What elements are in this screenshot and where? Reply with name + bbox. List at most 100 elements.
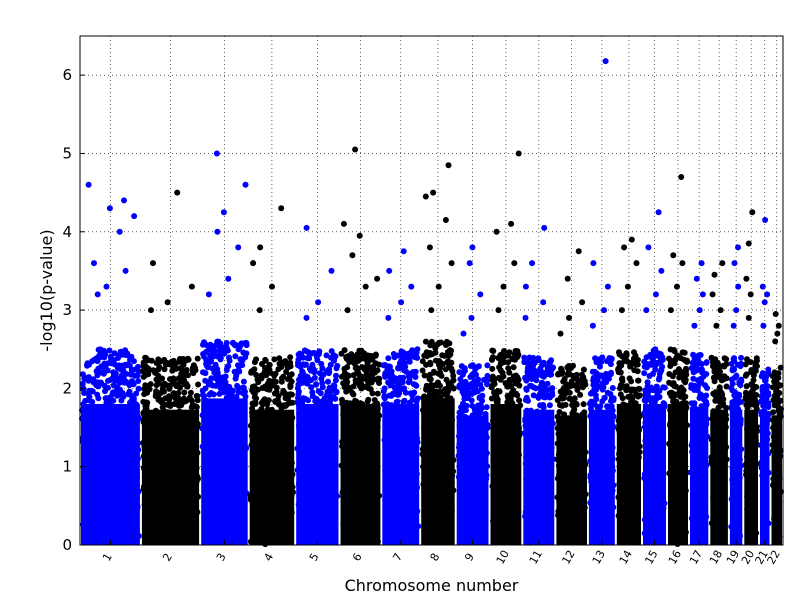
snp-point (564, 384, 571, 391)
snp-point (696, 481, 702, 488)
snp-point (630, 435, 637, 442)
snp-point (200, 353, 207, 360)
top-hit-point (541, 224, 548, 231)
snp-point (429, 442, 436, 449)
snp-point (301, 432, 308, 439)
top-hit-point (713, 322, 720, 329)
snp-point (759, 412, 766, 419)
snp-point (396, 442, 402, 449)
snp-point (666, 470, 673, 477)
snp-point (459, 464, 466, 471)
snp-point (696, 439, 703, 446)
snp-point (104, 360, 111, 367)
snp-point (636, 386, 643, 392)
snp-point (171, 455, 178, 462)
top-hit-point (340, 220, 347, 227)
snp-point (108, 440, 115, 447)
snp-point (708, 520, 715, 527)
top-hit-point (604, 283, 611, 290)
snp-point (747, 491, 754, 498)
snp-point (252, 447, 258, 454)
snp-point (127, 371, 134, 378)
snp-point (407, 505, 414, 512)
snp-point (515, 351, 521, 358)
snp-point (427, 515, 434, 521)
snp-point (649, 356, 656, 363)
snp-point (343, 399, 350, 406)
snp-point (113, 406, 120, 413)
snp-point (457, 376, 464, 383)
snp-point (296, 350, 303, 357)
snp-point (455, 452, 462, 459)
snp-point (203, 397, 210, 404)
snp-point (441, 419, 448, 426)
snp-point (314, 446, 321, 453)
snp-point (178, 432, 185, 439)
snp-point (149, 464, 155, 471)
snp-point (258, 405, 265, 412)
snp-point (681, 459, 688, 466)
top-hit-point (772, 311, 779, 317)
snp-point (373, 432, 379, 439)
snp-point (582, 491, 589, 498)
snp-point (440, 442, 447, 449)
snp-point (312, 414, 319, 421)
top-hit-point (442, 217, 449, 223)
snp-point (358, 447, 365, 454)
snp-point (260, 397, 267, 404)
snp-point (421, 425, 428, 432)
snp-point (600, 384, 607, 391)
snp-point (743, 383, 750, 390)
top-hit-point (250, 260, 257, 267)
snp-point (272, 511, 278, 518)
snp-point (391, 384, 398, 391)
snp-point (152, 369, 159, 376)
chromosome-13-points (586, 58, 617, 545)
snp-point (600, 469, 607, 476)
snp-point (357, 477, 364, 484)
snp-point (710, 441, 717, 448)
snp-point (362, 428, 369, 435)
snp-point (650, 439, 657, 446)
snp-point (753, 424, 760, 430)
snp-point (374, 367, 381, 374)
snp-point (385, 355, 392, 362)
snp-point (629, 386, 635, 393)
snp-point (474, 461, 481, 468)
snp-point (368, 379, 375, 386)
snp-point (601, 513, 607, 520)
snp-point (432, 349, 439, 356)
snp-point (455, 474, 462, 480)
top-hit-point (468, 314, 475, 321)
snp-point (234, 448, 240, 455)
snp-point (261, 369, 268, 376)
snp-point (427, 520, 434, 527)
snp-point (516, 425, 522, 432)
snp-point (202, 504, 209, 511)
snp-point (143, 504, 150, 511)
snp-point (134, 504, 141, 511)
snp-point (627, 476, 634, 482)
snp-point (643, 475, 650, 482)
snp-point (272, 529, 279, 536)
snp-point (604, 403, 611, 410)
snp-point (555, 512, 562, 519)
snp-point (772, 455, 779, 461)
snp-point (220, 377, 227, 384)
snp-point (240, 436, 247, 443)
snp-point (206, 391, 213, 398)
top-hit-point (699, 291, 706, 298)
snp-point (216, 493, 223, 500)
snp-point (164, 412, 171, 419)
x-tick-label-chr-21: 21 (753, 548, 771, 567)
snp-point (426, 448, 433, 455)
snp-point (166, 420, 173, 427)
snp-point (406, 356, 413, 363)
top-hit-point (428, 307, 435, 314)
snp-point (568, 425, 575, 432)
snp-point (446, 533, 453, 540)
snp-point (530, 452, 537, 459)
top-hit-point (529, 260, 536, 267)
top-hit-point (122, 267, 129, 274)
snp-point (358, 347, 365, 354)
